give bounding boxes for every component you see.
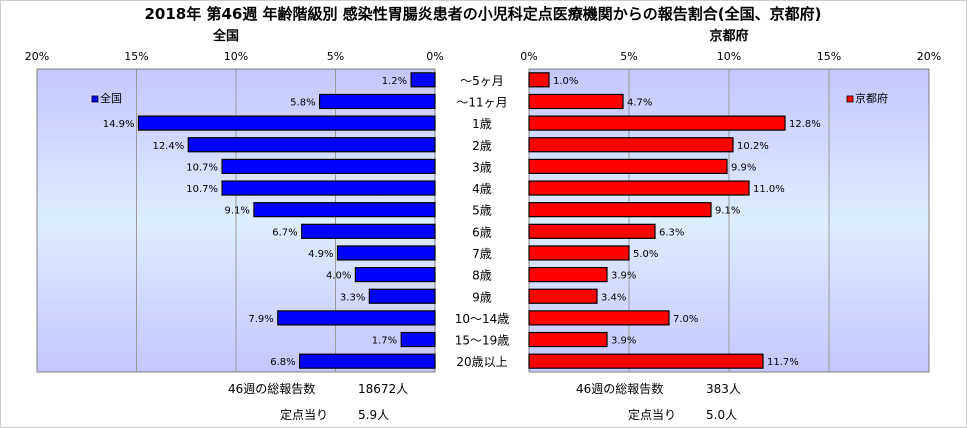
category-label: 4歳 (472, 182, 492, 196)
category-label: 7歳 (472, 247, 492, 261)
national-total-label: 46週の総報告数 (228, 382, 316, 396)
national-data-label: 6.8% (270, 357, 295, 368)
national-bar (137, 115, 436, 131)
chart-title: 2018年 第46週 年齢階級別 感染性胃腸炎患者の小児科定点医療機関からの報告… (144, 5, 821, 23)
national-per-site-value: 5.9人 (358, 408, 390, 422)
national-legend-label: 全国 (100, 91, 122, 105)
national-bar (400, 331, 436, 348)
kyoto-data-label: 6.3% (659, 227, 684, 238)
category-label: 20歳以上 (456, 355, 507, 369)
kyoto-data-label: 12.8% (789, 119, 821, 130)
category-label: 3歳 (472, 160, 492, 174)
national-bar (318, 93, 436, 110)
national-data-label: 5.8% (290, 97, 315, 108)
category-labels: ～5ヶ月 ～11ヶ月 1歳 2歳 3歳 4歳 5歳 6歳 7歳 8歳 9歳 10～14歳 15～19歳 2… (455, 74, 510, 369)
national-bar (277, 310, 436, 326)
kyoto-tick-label: 20% (917, 50, 941, 63)
kyoto-data-label: 5.0% (633, 249, 658, 260)
national-data-label: 12.4% (152, 141, 184, 152)
left-plot-area: 0%5%10%15%20%1.2%5.8%14.9%12.4%10.7%10.7… (25, 50, 444, 373)
kyoto-data-label: 1.0% (553, 76, 578, 87)
national-bar (221, 180, 436, 196)
kyoto-per-site-value: 5.0人 (706, 408, 738, 422)
national-bar (301, 223, 436, 239)
national-data-label: 1.2% (382, 76, 407, 87)
kyoto-tick-label: 5% (620, 50, 637, 63)
national-bar (187, 137, 436, 153)
category-label: ～11ヶ月 (456, 95, 507, 109)
national-bar (354, 267, 436, 283)
kyoto-data-label: 11.7% (767, 357, 799, 368)
national-data-label: 1.7% (372, 336, 397, 347)
national-legend-swatch (91, 95, 99, 103)
kyoto-tick-label: 15% (817, 50, 841, 63)
national-bar (336, 245, 436, 261)
kyoto-bar (528, 137, 734, 153)
right-plot-area: 0% 5% 10% 15% 20% 1.0% 4.7% 12.8% 10.2% 9.9% 11.0%… (520, 50, 941, 373)
kyoto-data-label: 3.4% (601, 292, 626, 303)
national-data-label: 4.9% (308, 249, 333, 260)
category-label: 1歳 (472, 117, 492, 131)
kyoto-bar (528, 158, 728, 174)
national-data-label: 4.0% (326, 271, 351, 282)
national-tick-label: 10% (224, 50, 248, 63)
national-bar (410, 72, 436, 88)
kyoto-data-label: 4.7% (627, 97, 652, 108)
national-data-label: 10.7% (186, 162, 218, 173)
category-label: 10～14歳 (455, 312, 510, 326)
kyoto-bar (528, 223, 656, 239)
national-data-label: 7.9% (248, 314, 273, 325)
national-total-value: 18672人 (358, 382, 409, 396)
national-data-label: 10.7% (186, 184, 218, 195)
kyoto-bar (528, 353, 764, 369)
kyoto-total-label: 46週の総報告数 (576, 382, 664, 396)
kyoto-bar (528, 72, 550, 88)
category-label: 15～19歳 (455, 334, 510, 348)
national-tick-label: 0% (426, 50, 443, 63)
kyoto-data-label: 10.2% (737, 141, 769, 152)
kyoto-data-label: 9.1% (715, 206, 740, 217)
category-label: ～5ヶ月 (460, 74, 504, 88)
kyoto-data-label: 7.0% (673, 314, 698, 325)
kyoto-total-value: 383人 (706, 382, 741, 396)
kyoto-bar (528, 331, 608, 348)
category-label: 2歳 (472, 139, 492, 153)
left-panel-title: 全国 (212, 28, 239, 44)
national-bar (253, 202, 436, 218)
kyoto-data-label: 3.9% (611, 271, 636, 282)
kyoto-tick-label: 10% (717, 50, 741, 63)
category-label: 5歳 (472, 204, 492, 218)
national-per-site-label: 定点当り (280, 408, 329, 422)
kyoto-bar (528, 115, 786, 131)
national-data-label: 3.3% (340, 292, 365, 303)
right-panel-title: 京都府 (709, 28, 748, 44)
national-data-label: 14.9% (103, 119, 135, 130)
category-label: 8歳 (472, 269, 492, 283)
national-bar (221, 158, 436, 174)
kyoto-bar (528, 267, 608, 283)
category-label: 6歳 (472, 225, 492, 239)
kyoto-bar (528, 93, 624, 110)
category-label: 9歳 (472, 290, 492, 304)
kyoto-per-site-label: 定点当り (628, 408, 677, 422)
kyoto-bar (528, 288, 598, 304)
kyoto-legend-swatch (846, 95, 854, 103)
national-data-label: 9.1% (225, 206, 250, 217)
kyoto-data-label: 9.9% (731, 162, 756, 173)
kyoto-tick-label: 0% (520, 50, 537, 63)
kyoto-bar (528, 180, 750, 196)
national-bar (368, 288, 436, 304)
national-data-label: 6.7% (272, 227, 297, 238)
kyoto-bar (528, 202, 712, 218)
kyoto-bar (528, 310, 670, 326)
national-tick-label: 5% (327, 50, 344, 63)
national-tick-label: 15% (124, 50, 148, 63)
kyoto-bar (528, 245, 630, 261)
kyoto-data-label: 11.0% (753, 184, 785, 195)
national-bar (299, 353, 436, 369)
kyoto-data-label: 3.9% (611, 336, 636, 347)
kyoto-legend-label: 京都府 (855, 91, 888, 105)
national-tick-label: 20% (25, 50, 49, 63)
